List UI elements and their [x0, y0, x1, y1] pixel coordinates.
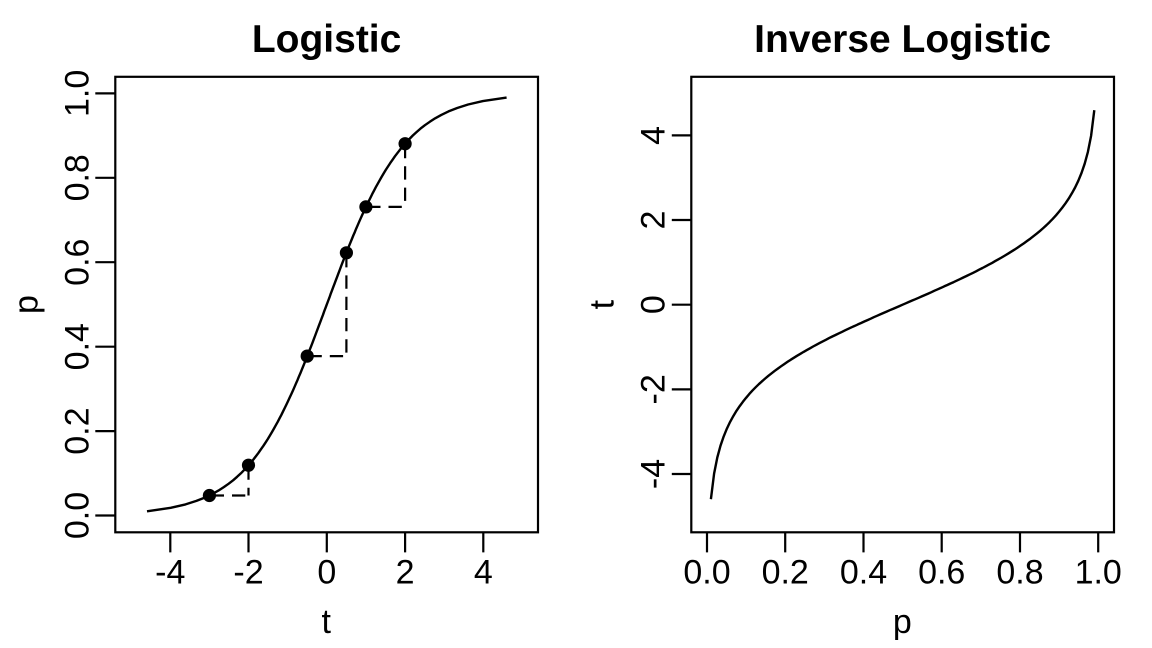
svg-text:-4: -4: [155, 554, 185, 592]
svg-text:0.4: 0.4: [58, 323, 96, 370]
svg-text:0.2: 0.2: [762, 554, 809, 592]
svg-text:0.8: 0.8: [996, 554, 1043, 592]
svg-text:2: 2: [634, 211, 672, 230]
svg-text:p: p: [893, 603, 912, 641]
svg-text:0.6: 0.6: [58, 239, 96, 286]
svg-text:0.4: 0.4: [840, 554, 887, 592]
svg-text:1.0: 1.0: [58, 70, 96, 117]
svg-text:0.6: 0.6: [918, 554, 965, 592]
svg-text:0: 0: [317, 554, 336, 592]
svg-text:t: t: [321, 603, 331, 641]
svg-text:0.2: 0.2: [58, 407, 96, 454]
svg-text:-4: -4: [634, 459, 672, 489]
svg-text:0.0: 0.0: [683, 554, 730, 592]
svg-text:t: t: [584, 299, 622, 309]
svg-text:2: 2: [396, 554, 415, 592]
svg-text:-2: -2: [634, 374, 672, 404]
svg-text:-2: -2: [233, 554, 263, 592]
svg-text:4: 4: [634, 126, 672, 145]
svg-text:4: 4: [474, 554, 493, 592]
svg-text:0.8: 0.8: [58, 154, 96, 201]
svg-text:Inverse Logistic: Inverse Logistic: [754, 18, 1051, 61]
svg-text:0.0: 0.0: [58, 492, 96, 539]
svg-text:Logistic: Logistic: [252, 18, 402, 61]
svg-text:0: 0: [634, 295, 672, 314]
svg-text:1.0: 1.0: [1075, 554, 1122, 592]
svg-text:p: p: [8, 295, 46, 314]
